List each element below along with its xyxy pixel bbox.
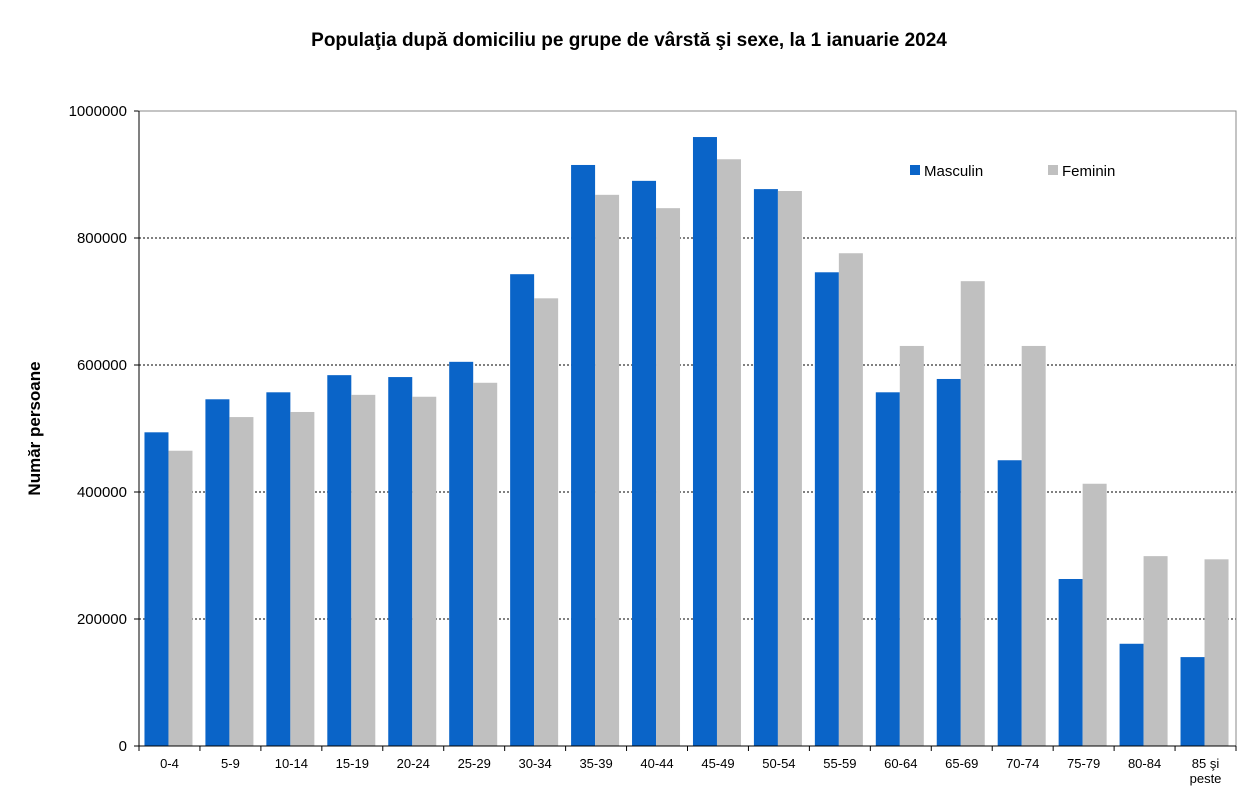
bar-feminin [656, 208, 681, 746]
bar-feminin [290, 411, 315, 746]
bar-masculin [571, 164, 596, 747]
y-tick-label: 0 [119, 738, 127, 755]
bar-masculin [753, 189, 778, 747]
legend-label-masculin: Masculin [924, 163, 983, 180]
bar-feminin [534, 298, 559, 746]
legend-swatch-masculin [910, 165, 920, 175]
bar-masculin [1058, 578, 1083, 746]
y-tick-label: 600000 [77, 357, 127, 374]
legend-swatch-feminin [1048, 165, 1058, 175]
x-tick-label: 60-64 [884, 756, 917, 771]
x-tick-label: 35-39 [579, 756, 612, 771]
chart-title: Populaţia după domiciliu pe grupe de vâr… [311, 30, 947, 51]
bar-feminin [899, 345, 924, 746]
bar-masculin [388, 377, 413, 746]
bar-feminin [716, 159, 741, 746]
x-tick-label: 25-29 [458, 756, 491, 771]
x-tick-label: 0-4 [160, 756, 179, 771]
x-tick-label: 15-19 [336, 756, 369, 771]
bar-masculin [266, 392, 291, 746]
bar-masculin [205, 399, 230, 746]
bar-masculin [327, 375, 352, 746]
legend-label-feminin: Feminin [1062, 163, 1115, 180]
bar-feminin [960, 281, 985, 746]
bar-feminin [595, 194, 620, 746]
bar-feminin [168, 450, 193, 746]
bar-masculin [449, 361, 474, 746]
x-tick-label: 65-69 [945, 756, 978, 771]
bar-feminin [229, 417, 254, 746]
x-tick-label: 85 şi peste [1190, 756, 1222, 786]
bar-masculin [692, 137, 717, 746]
x-tick-label: 70-74 [1006, 756, 1039, 771]
bar-masculin [997, 460, 1022, 746]
bar-masculin [814, 272, 839, 746]
bar-feminin [351, 394, 376, 746]
x-tick-label: 80-84 [1128, 756, 1161, 771]
bar-feminin [777, 191, 802, 746]
bar-feminin [1082, 483, 1107, 746]
bar-masculin [936, 378, 961, 746]
y-tick-label: 1000000 [69, 103, 127, 120]
bar-masculin [1180, 657, 1205, 746]
x-tick-label: 20-24 [397, 756, 430, 771]
bar-feminin [838, 253, 863, 747]
bar-feminin [412, 396, 437, 746]
x-tick-label: 40-44 [640, 756, 673, 771]
x-tick-label: 10-14 [275, 756, 308, 771]
x-tick-label: 5-9 [221, 756, 240, 771]
bar-feminin [1021, 345, 1046, 746]
x-tick-label: 30-34 [519, 756, 552, 771]
bar-feminin [1143, 556, 1168, 746]
bar-masculin [632, 180, 657, 747]
bar-masculin [1119, 643, 1144, 746]
y-tick-label: 800000 [77, 230, 127, 247]
x-tick-label: 50-54 [762, 756, 795, 771]
bar-masculin [144, 432, 169, 746]
y-axis-label: Număr persoane [25, 361, 44, 495]
y-tick-label: 400000 [77, 484, 127, 501]
bar-masculin [510, 274, 535, 746]
y-tick-label: 200000 [77, 611, 127, 628]
x-tick-label: 75-79 [1067, 756, 1100, 771]
bar-feminin [1204, 559, 1229, 746]
bar-masculin [875, 392, 900, 746]
bar-feminin [473, 382, 498, 746]
x-tick-label: 55-59 [823, 756, 856, 771]
x-tick-label: 45-49 [701, 756, 734, 771]
